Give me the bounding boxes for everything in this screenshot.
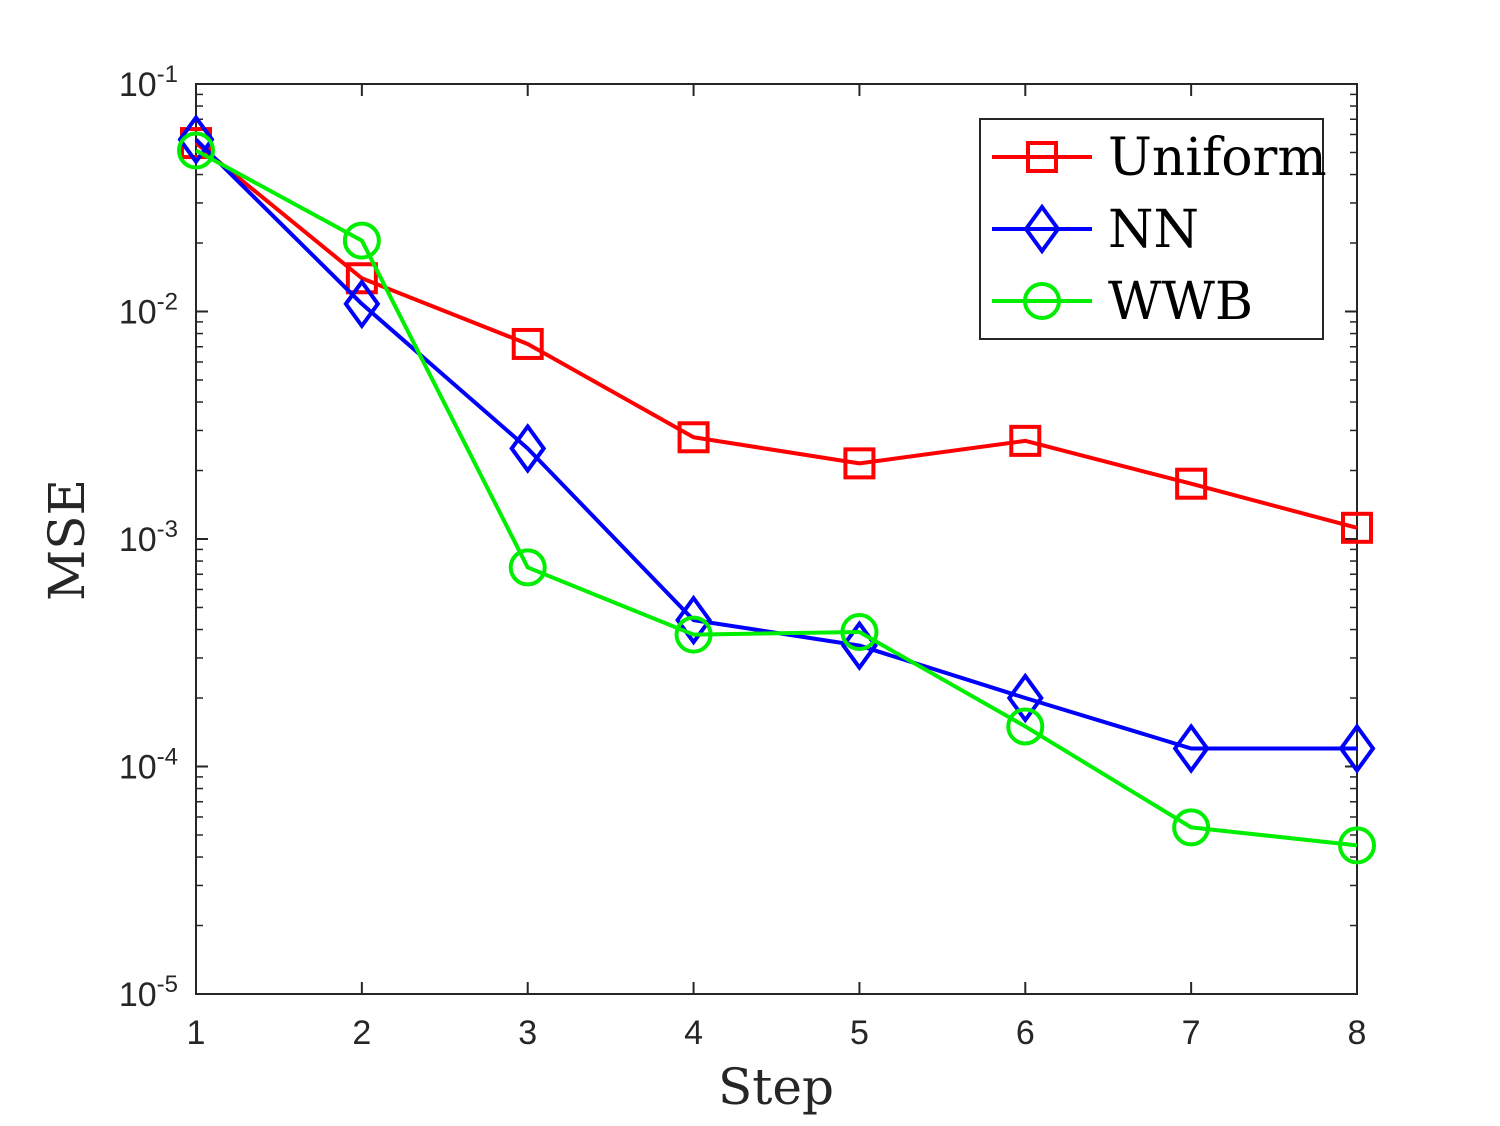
data-point-wwb — [674, 615, 713, 654]
data-point-nn — [1172, 723, 1210, 774]
data-point-wwb — [840, 613, 879, 652]
data-point-wwb — [1338, 826, 1376, 865]
x-tick-label: 7 — [1182, 1014, 1201, 1052]
data-point-uniform — [511, 327, 544, 360]
legend-label-nn: NN — [1108, 200, 1199, 260]
y-tick-label: 10-4 — [119, 744, 178, 787]
data-point-uniform — [1175, 467, 1208, 500]
series-line-wwb — [195, 148, 1358, 848]
data-point-wwb — [1006, 707, 1045, 746]
data-point-wwb — [508, 548, 547, 587]
y-axis-title: MSE — [38, 479, 96, 601]
data-point-uniform — [1341, 511, 1373, 544]
y-tick-label: 10-2 — [119, 289, 178, 332]
series-line-uniform — [194, 141, 1358, 530]
legend-marker-wwb — [1023, 282, 1061, 320]
data-point-wwb — [177, 131, 215, 170]
data-point-nn — [675, 594, 713, 646]
data-point-nn — [1006, 672, 1044, 724]
legend-marker-nn — [1023, 203, 1061, 255]
x-tick-label: 2 — [352, 1014, 371, 1052]
data-point-wwb — [1172, 808, 1211, 847]
x-axis-title: Step — [718, 1058, 834, 1116]
series-wwb — [177, 131, 1376, 865]
data-point-nn — [509, 423, 547, 474]
legend-label-uniform: Uniform — [1108, 128, 1327, 188]
data-point-uniform — [345, 262, 378, 295]
data-point-uniform — [843, 447, 876, 480]
axes-layer: 1 2 3 4 5 6 7 8 10-1 10-2 10-3 10-4 10-5 — [119, 61, 1367, 1052]
data-point-uniform — [677, 421, 710, 454]
x-tick-label: 5 — [850, 1014, 869, 1052]
x-tick-label: 1 — [187, 1014, 206, 1052]
x-tick-label: 3 — [518, 1014, 537, 1052]
legend-label-wwb: WWB — [1108, 272, 1253, 332]
data-point-nn — [343, 278, 381, 330]
data-point-nn — [177, 114, 215, 165]
y-tick-label: 10-5 — [119, 971, 178, 1014]
x-tick-label: 8 — [1348, 1014, 1367, 1052]
legend-marker-uniform — [1026, 141, 1058, 173]
y-tick-label: 10-3 — [119, 516, 178, 559]
series-layer — [177, 114, 1376, 865]
data-point-wwb — [342, 221, 381, 260]
x-tick-label: 6 — [1016, 1014, 1035, 1052]
data-point-uniform — [1009, 424, 1042, 457]
legend: Uniform NN WWB — [979, 118, 1327, 340]
y-tick-label: 10-1 — [119, 61, 178, 104]
x-tick-label: 4 — [684, 1014, 703, 1052]
data-point-nn — [1338, 723, 1376, 774]
